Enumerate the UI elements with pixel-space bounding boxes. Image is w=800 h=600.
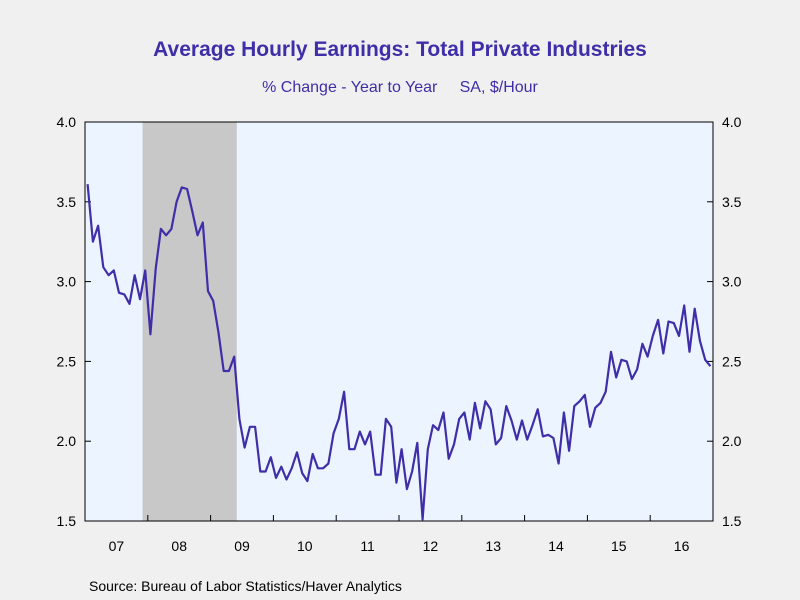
x-tick-label: 13	[485, 538, 501, 554]
y-tick-label-left: 3.5	[57, 194, 77, 210]
y-tick-label-right: 3.0	[722, 274, 742, 290]
subtitle-units: SA, $/Hour	[459, 79, 538, 96]
y-tick-label-right: 2.0	[722, 433, 742, 449]
x-tick-label: 15	[611, 538, 627, 554]
y-axis-left-labels: 1.5 2.0 2.5 3.0 3.5 4.0	[57, 114, 77, 529]
y-tick-label-right: 4.0	[722, 114, 742, 130]
chart-subtitle: % Change - Year to Year SA, $/Hour	[0, 79, 800, 97]
y-tick-label-right: 1.5	[722, 513, 742, 529]
plot-frame	[84, 121, 714, 522]
y-tick-label-left: 2.5	[57, 353, 77, 369]
source-note: Source: Bureau of Labor Statistics/Haver…	[89, 578, 402, 594]
x-tick-label: 11	[360, 538, 375, 554]
chart-title: Average Hourly Earnings: Total Private I…	[153, 38, 647, 61]
x-tick-label: 08	[171, 538, 187, 554]
subtitle-measure: % Change - Year to Year	[262, 79, 438, 96]
recession-band	[142, 122, 237, 521]
x-tick-label: 09	[234, 538, 250, 554]
y-tick-label-right: 3.5	[722, 194, 742, 210]
x-tick-label: 14	[548, 538, 564, 554]
y-tick-label-right: 2.5	[722, 353, 742, 369]
x-tick-label: 16	[674, 538, 690, 554]
series-line	[86, 184, 712, 521]
y-axis-right-labels: 1.5 2.0 2.5 3.0 3.5 4.0	[722, 114, 742, 529]
x-tick-label: 07	[109, 538, 125, 554]
y-tick-label-left: 4.0	[57, 114, 77, 130]
y-tick-label-left: 2.0	[57, 433, 77, 449]
x-tick-label: 12	[423, 538, 439, 554]
y-tick-label-left: 3.0	[57, 274, 77, 290]
x-axis-labels: 07 08 09 10 11 12 13 14 15 16	[109, 538, 690, 554]
y-tick-label-left: 1.5	[57, 513, 77, 529]
x-tick-label: 10	[297, 538, 313, 554]
